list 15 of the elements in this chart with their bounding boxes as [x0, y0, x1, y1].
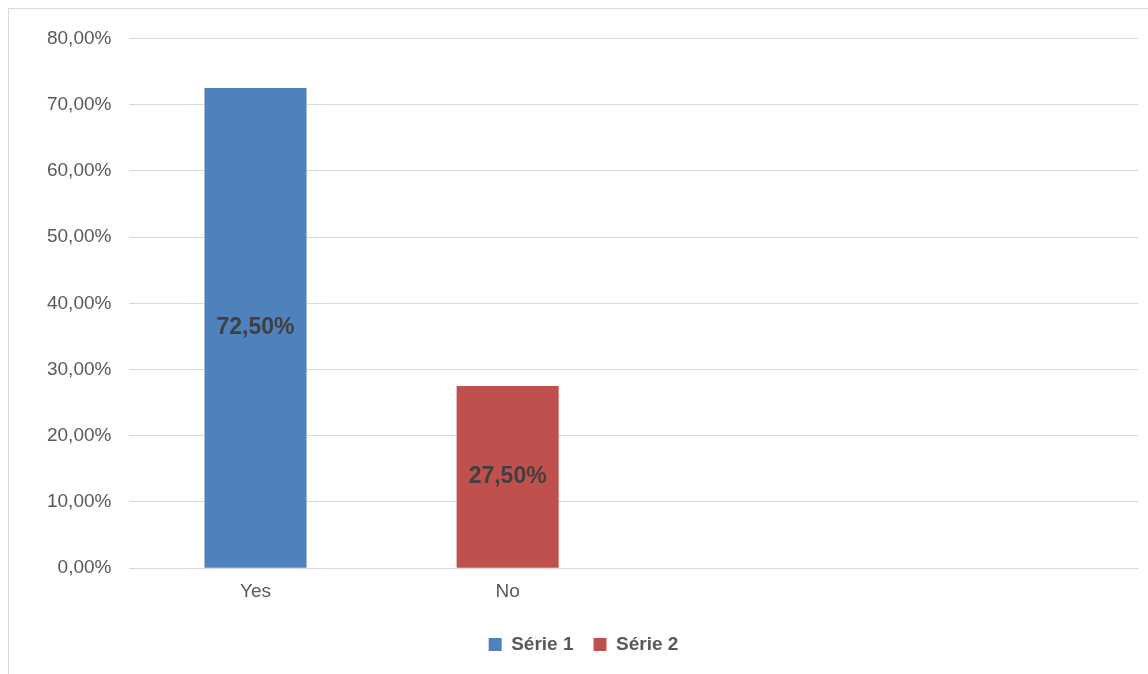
y-tick-label: 70,00%: [46, 92, 112, 114]
y-tick-label: 10,00%: [46, 490, 112, 512]
y-tick-label: 20,00%: [46, 423, 112, 445]
data-label: 27,50%: [468, 462, 547, 489]
data-label: 72,50%: [216, 313, 295, 340]
y-tick-label: 0,00%: [57, 556, 112, 578]
x-tick-label: No: [495, 579, 520, 601]
x-tick-label: Yes: [240, 579, 272, 601]
y-tick-label: 60,00%: [46, 159, 112, 181]
y-tick-label: 30,00%: [46, 357, 112, 379]
y-tick-label: 40,00%: [46, 291, 112, 313]
legend-label: Série 1: [511, 632, 574, 654]
legend-label: Série 2: [616, 632, 679, 654]
y-tick-label: 80,00%: [46, 26, 112, 48]
y-tick-label: 50,00%: [46, 225, 112, 247]
